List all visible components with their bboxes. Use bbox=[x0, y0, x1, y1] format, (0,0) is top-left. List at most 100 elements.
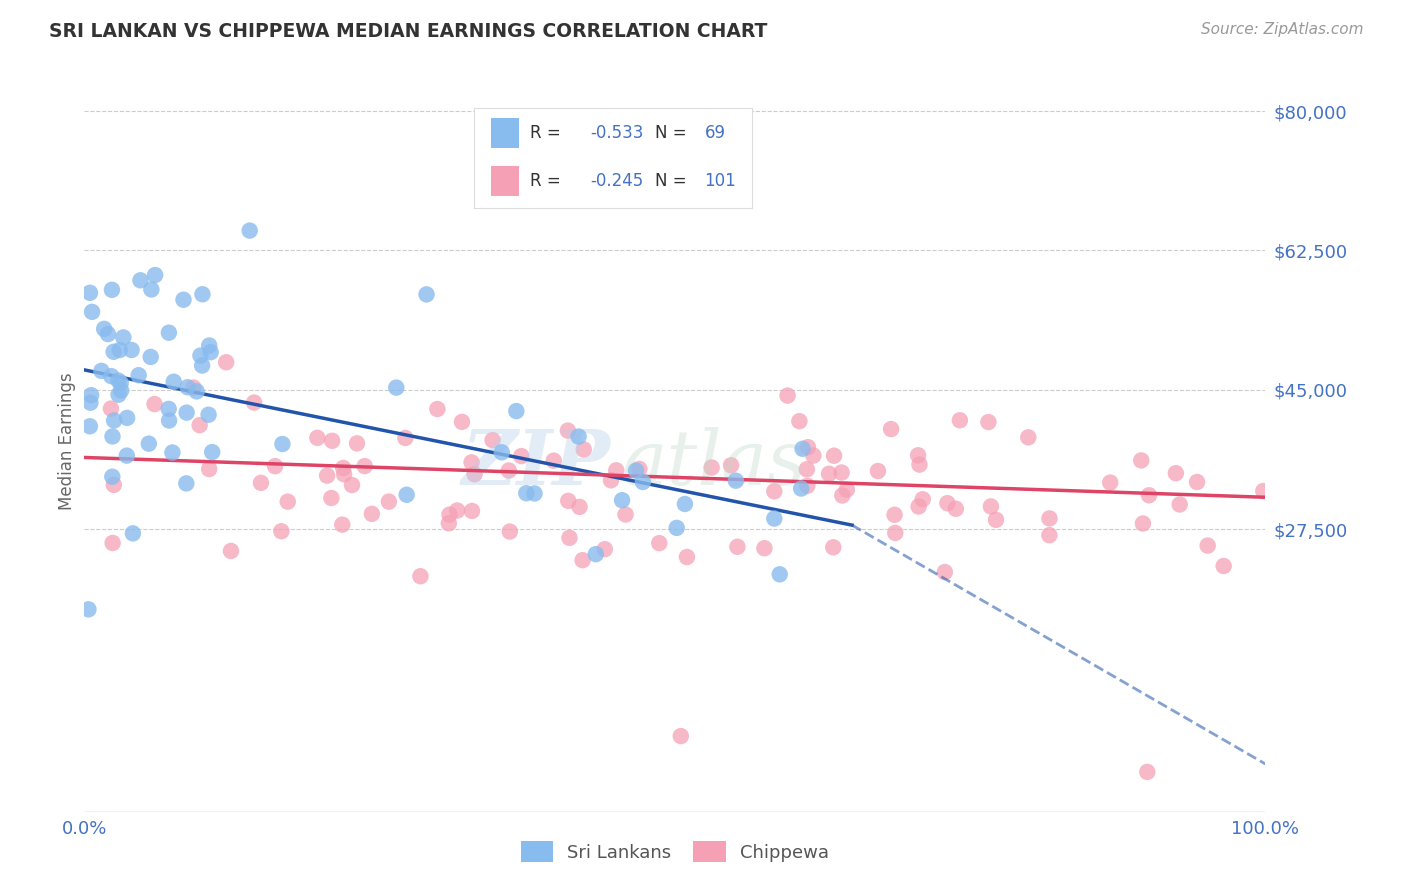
Point bbox=[1130, 453, 1153, 467]
Point bbox=[201, 445, 224, 459]
Point bbox=[908, 458, 931, 472]
Point bbox=[198, 462, 221, 476]
Point bbox=[831, 488, 853, 502]
Point bbox=[243, 395, 266, 409]
Point bbox=[796, 479, 818, 493]
Point bbox=[80, 305, 103, 319]
Point bbox=[121, 343, 143, 357]
Point bbox=[139, 350, 162, 364]
Point bbox=[141, 283, 163, 297]
Point bbox=[103, 478, 125, 492]
Point bbox=[79, 419, 101, 434]
Point bbox=[769, 567, 792, 582]
Point bbox=[163, 375, 186, 389]
Point bbox=[614, 508, 637, 522]
Point bbox=[115, 449, 138, 463]
Point bbox=[162, 445, 184, 459]
Point bbox=[100, 401, 122, 416]
Point bbox=[439, 508, 461, 522]
Point bbox=[277, 494, 299, 508]
Point bbox=[378, 494, 401, 508]
Point bbox=[1253, 483, 1275, 498]
Point bbox=[77, 602, 100, 616]
Point bbox=[157, 413, 180, 427]
Point bbox=[754, 541, 776, 556]
Point bbox=[628, 462, 651, 476]
Text: ZIP: ZIP bbox=[461, 426, 610, 500]
Point bbox=[219, 544, 242, 558]
Point bbox=[103, 344, 125, 359]
Point bbox=[831, 466, 853, 480]
Point bbox=[186, 384, 208, 399]
Point bbox=[101, 429, 124, 443]
Point bbox=[585, 547, 607, 561]
Point bbox=[108, 343, 131, 357]
Point bbox=[395, 488, 418, 502]
Point bbox=[115, 410, 138, 425]
Point bbox=[763, 511, 786, 525]
Point bbox=[823, 449, 845, 463]
Point bbox=[593, 542, 616, 557]
Point bbox=[700, 460, 723, 475]
Point bbox=[1038, 528, 1060, 542]
Point bbox=[907, 500, 929, 514]
Point bbox=[936, 496, 959, 510]
Point bbox=[129, 273, 152, 287]
Point bbox=[385, 381, 408, 395]
Point bbox=[191, 287, 214, 301]
Point bbox=[796, 462, 818, 476]
Point bbox=[464, 467, 486, 482]
Text: atlas: atlas bbox=[621, 426, 807, 500]
Point bbox=[250, 475, 273, 490]
Point bbox=[97, 327, 120, 342]
Point bbox=[498, 463, 520, 477]
Point bbox=[80, 388, 103, 402]
Point bbox=[880, 422, 903, 436]
Point bbox=[415, 287, 437, 301]
Point bbox=[557, 494, 579, 508]
Point bbox=[1168, 498, 1191, 512]
Point bbox=[510, 449, 533, 463]
Point bbox=[945, 501, 967, 516]
Point bbox=[980, 500, 1002, 514]
Point bbox=[665, 521, 688, 535]
Point bbox=[157, 401, 180, 416]
Point bbox=[191, 359, 214, 373]
Point bbox=[797, 440, 820, 454]
Point bbox=[934, 565, 956, 579]
Point bbox=[505, 404, 527, 418]
Point bbox=[676, 549, 699, 564]
Point bbox=[1197, 539, 1219, 553]
Point bbox=[725, 540, 748, 554]
Point bbox=[763, 484, 786, 499]
Point bbox=[271, 437, 294, 451]
Point bbox=[984, 513, 1007, 527]
Point bbox=[176, 380, 198, 394]
Point bbox=[157, 326, 180, 340]
Point bbox=[321, 434, 343, 448]
Point bbox=[1017, 430, 1039, 444]
Legend: Sri Lankans, Chippewa: Sri Lankans, Chippewa bbox=[513, 834, 837, 870]
Point bbox=[346, 436, 368, 450]
Point bbox=[101, 469, 124, 483]
Point bbox=[101, 283, 124, 297]
Point bbox=[803, 449, 825, 463]
Point bbox=[110, 384, 132, 398]
Point bbox=[610, 493, 633, 508]
Point bbox=[394, 431, 416, 445]
Point bbox=[515, 486, 537, 500]
Point bbox=[321, 491, 343, 505]
Point bbox=[624, 464, 647, 478]
Text: Source: ZipAtlas.com: Source: ZipAtlas.com bbox=[1201, 22, 1364, 37]
Point bbox=[198, 338, 221, 352]
Point bbox=[79, 285, 101, 300]
Point bbox=[79, 395, 101, 409]
Point bbox=[823, 541, 845, 555]
Point bbox=[112, 330, 135, 344]
Point bbox=[90, 364, 112, 378]
Point bbox=[724, 474, 747, 488]
Point bbox=[340, 478, 363, 492]
Point bbox=[107, 374, 129, 388]
Point bbox=[949, 413, 972, 427]
Point bbox=[499, 524, 522, 539]
